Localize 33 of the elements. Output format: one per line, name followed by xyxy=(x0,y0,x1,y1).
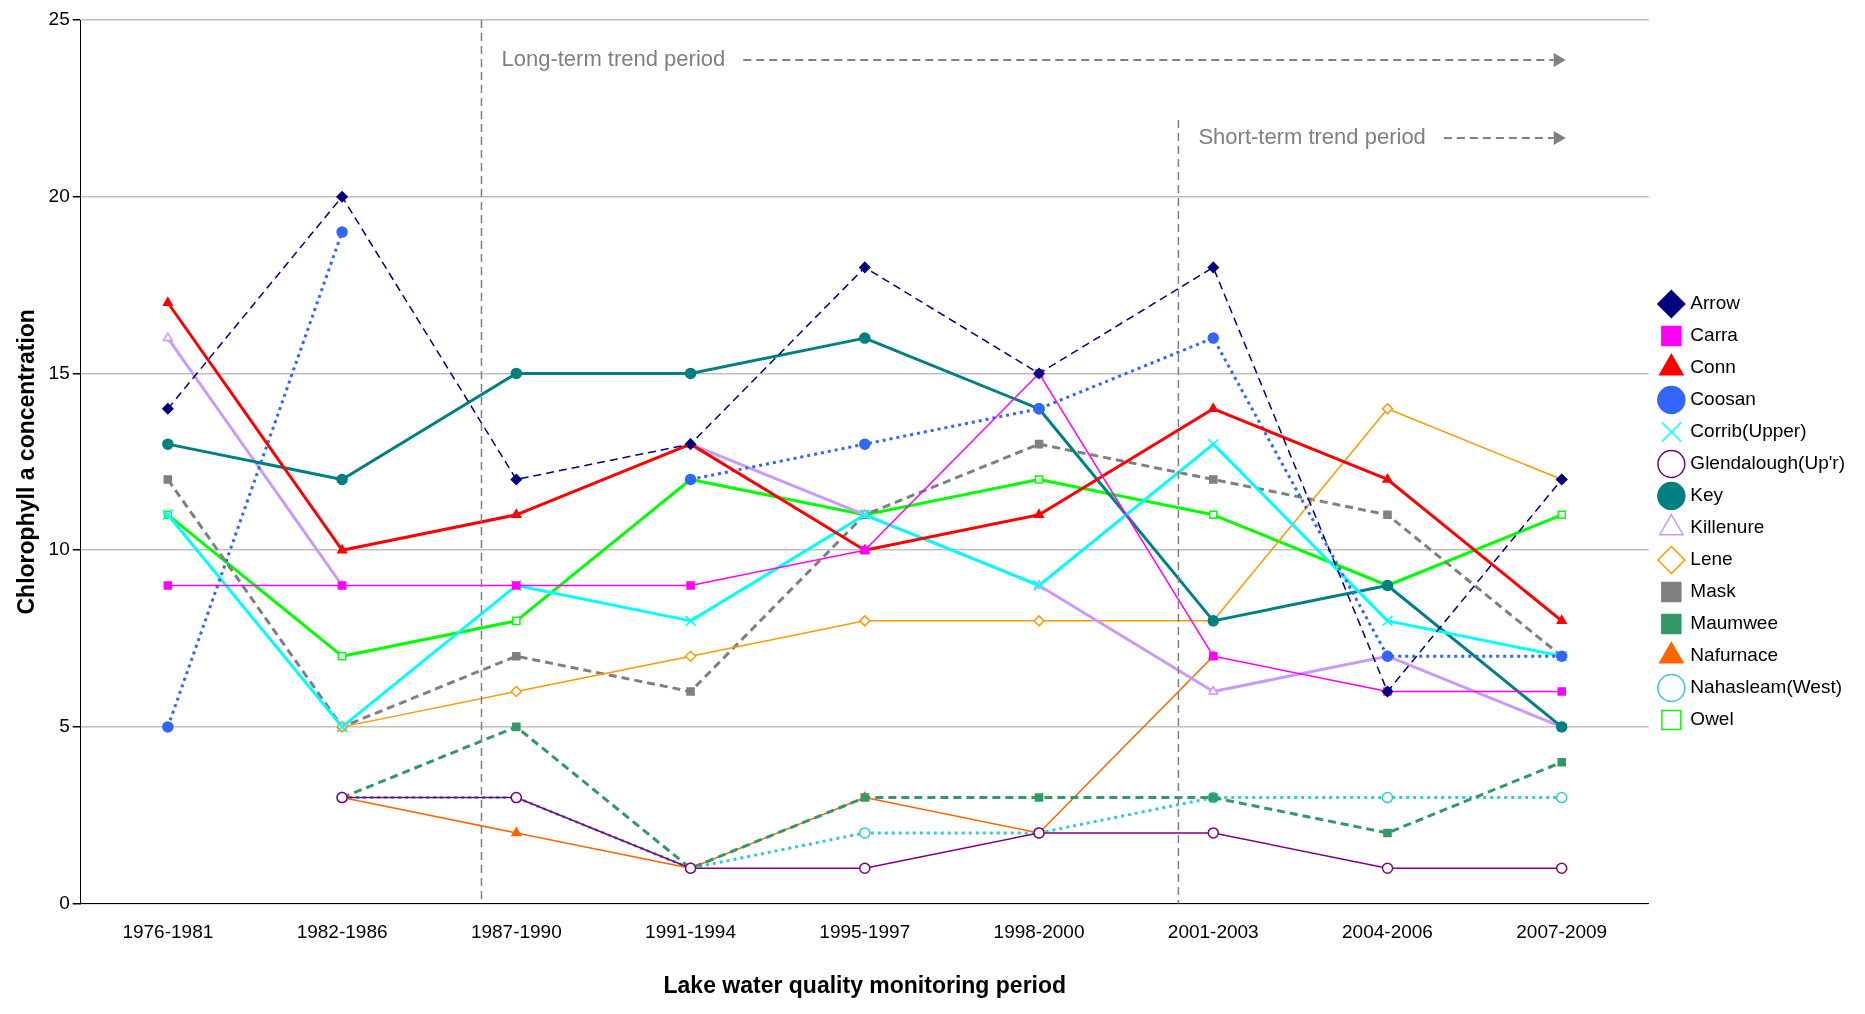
ref-line-label: Short-term trend period xyxy=(1198,124,1426,150)
x-tick-label: 1991-1994 xyxy=(645,921,737,943)
legend-label: Conn xyxy=(1690,356,1736,378)
legend-label: Nahasleam(West) xyxy=(1690,676,1843,698)
x-tick-label: 1976-1981 xyxy=(122,921,214,943)
legend-label: Corrib(Upper) xyxy=(1690,420,1807,442)
x-tick-label: 1998-2000 xyxy=(993,921,1085,943)
legend-label: Arrow xyxy=(1690,292,1741,314)
y-axis-title: Chlorophyll a concentration xyxy=(13,309,40,615)
x-axis-title: Lake water quality monitoring period xyxy=(663,971,1067,998)
legend-label: Coosan xyxy=(1690,388,1756,410)
x-tick-label: 2007-2009 xyxy=(1516,921,1608,943)
y-tick-label: 15 xyxy=(48,361,70,383)
legend-label: Maumwee xyxy=(1690,612,1778,634)
legend-label: Owel xyxy=(1690,708,1734,730)
x-tick-label: 2001-2003 xyxy=(1167,921,1259,943)
y-tick-label: 10 xyxy=(48,538,70,560)
legend-label: Lene xyxy=(1690,548,1733,570)
y-tick-label: 25 xyxy=(48,8,70,30)
legend-label: Glendalough(Up'r) xyxy=(1690,452,1845,474)
y-tick-label: 0 xyxy=(59,891,70,913)
legend-label: Killenure xyxy=(1690,516,1765,538)
x-tick-label: 1987-1990 xyxy=(470,921,562,943)
legend-label: Nafurnace xyxy=(1690,644,1779,666)
x-tick-label: 2004-2006 xyxy=(1342,921,1433,943)
legend-label: Key xyxy=(1690,484,1724,506)
y-tick-label: 20 xyxy=(48,184,70,206)
x-tick-label: 1995-1997 xyxy=(819,921,911,943)
x-tick-label: 1982-1986 xyxy=(296,921,388,943)
y-tick-label: 5 xyxy=(59,715,70,737)
legend-label: Carra xyxy=(1690,324,1739,346)
ref-line-label: Long-term trend period xyxy=(501,46,726,72)
legend-label: Mask xyxy=(1690,580,1737,602)
